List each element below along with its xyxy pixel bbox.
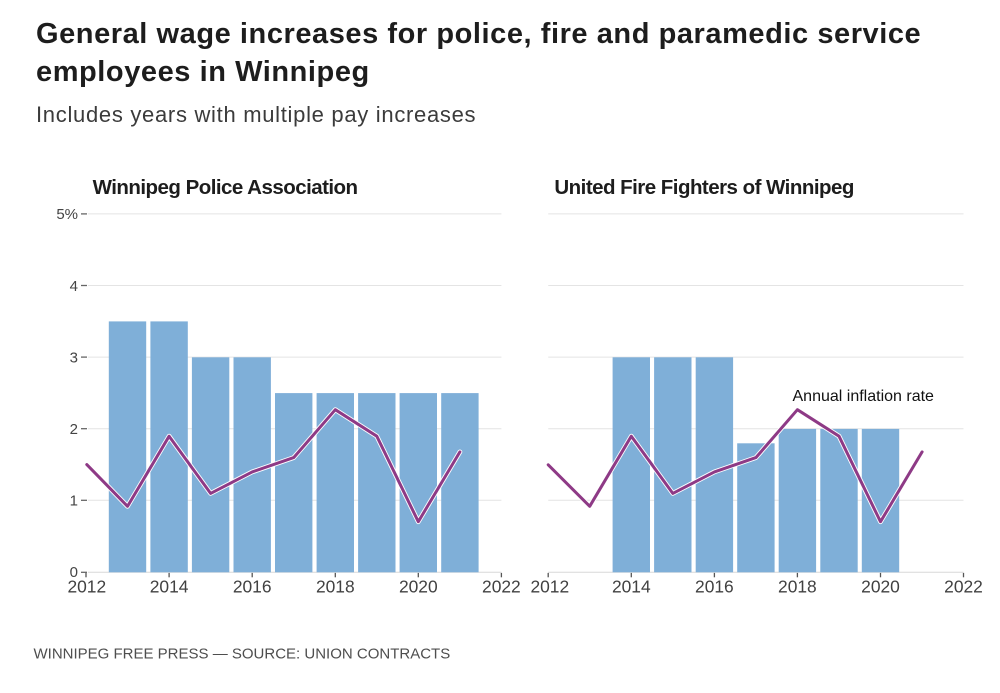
svg-text:2016: 2016: [233, 577, 272, 597]
svg-text:General wage increases for pol: General wage increases for police, fire …: [36, 18, 921, 50]
svg-text:5%: 5%: [56, 206, 78, 223]
svg-text:2016: 2016: [695, 577, 734, 597]
svg-text:2020: 2020: [861, 577, 900, 597]
svg-text:2012: 2012: [530, 577, 569, 597]
svg-text:Winnipeg Police Association: Winnipeg Police Association: [93, 176, 358, 199]
svg-text:2: 2: [70, 421, 78, 438]
svg-text:3: 3: [70, 349, 78, 366]
svg-text:United Fire Fighters of Winnip: United Fire Fighters of Winnipeg: [554, 176, 853, 199]
svg-text:1: 1: [70, 493, 78, 510]
svg-text:2014: 2014: [150, 577, 189, 597]
svg-text:2020: 2020: [399, 577, 438, 597]
svg-text:WINNIPEG FREE PRESS — SOURCE:: WINNIPEG FREE PRESS — SOURCE: UNION CONT…: [34, 646, 451, 663]
svg-text:2012: 2012: [67, 577, 106, 597]
svg-text:2022: 2022: [944, 577, 983, 597]
svg-text:0: 0: [70, 564, 78, 581]
svg-text:2022: 2022: [482, 577, 521, 597]
svg-text:2014: 2014: [612, 577, 651, 597]
svg-text:2018: 2018: [778, 577, 817, 597]
svg-text:Annual inflation rate: Annual inflation rate: [793, 388, 935, 405]
svg-text:employees in Winnipeg: employees in Winnipeg: [36, 56, 370, 88]
svg-text:Includes years with multiple p: Includes years with multiple pay increas…: [36, 102, 476, 127]
svg-text:2018: 2018: [316, 577, 355, 597]
svg-text:4: 4: [70, 278, 78, 295]
